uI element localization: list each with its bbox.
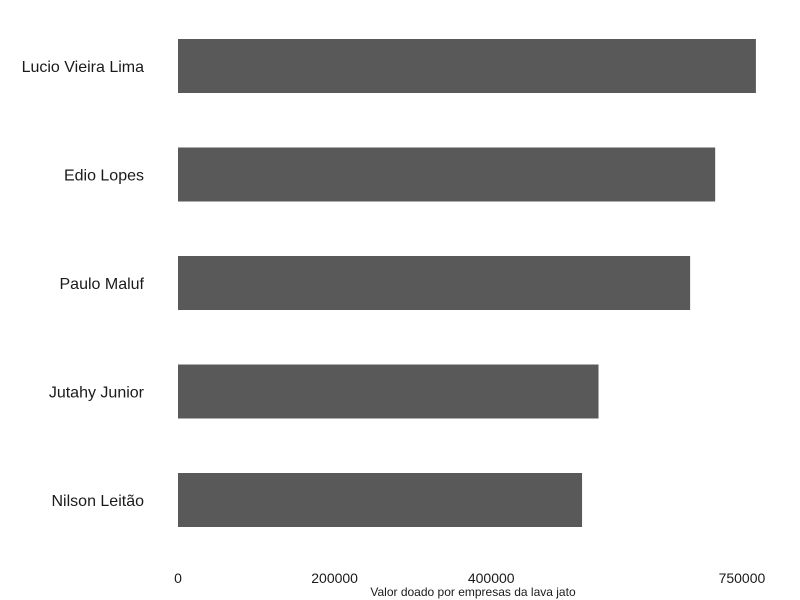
category-label: Paulo Maluf (60, 276, 145, 293)
x-tick-label: 400000 (468, 570, 515, 586)
bar (178, 39, 756, 93)
bar (178, 256, 691, 310)
category-label: Lucio Vieira Lima (22, 59, 145, 76)
x-tick-label: 0 (174, 570, 182, 586)
bar (178, 473, 583, 527)
x-tick-label: 750000 (719, 570, 766, 586)
category-label: Edio Lopes (64, 168, 144, 185)
x-tick-labels-group: 0 200000 400000 750000 (174, 570, 765, 586)
category-label: Nilson Leitão (52, 493, 145, 510)
bars-group (178, 39, 756, 527)
bar (178, 364, 599, 419)
x-axis-title: Valor doado por empresas da lava jato (370, 585, 576, 599)
category-label: Jutahy Junior (49, 385, 145, 402)
bar (178, 147, 716, 202)
category-labels-group: Lucio Vieira Lima Edio Lopes Paulo Maluf Ju… (22, 59, 145, 510)
x-tick-label: 200000 (311, 570, 358, 586)
